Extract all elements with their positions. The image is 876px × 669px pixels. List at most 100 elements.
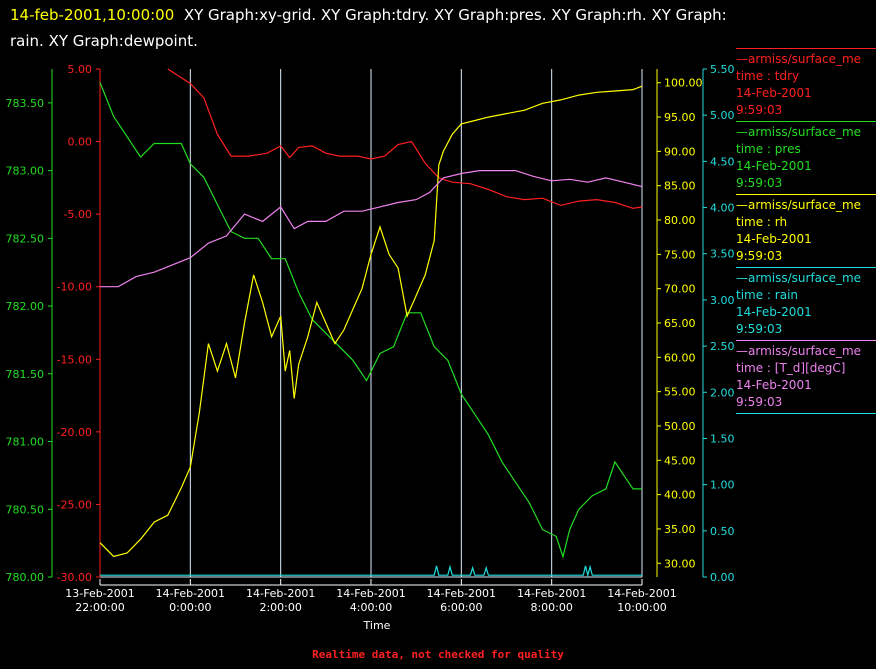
rain-axis-tick-label: 4.00 xyxy=(710,202,735,215)
x-tick-label: 14-Feb-2001 xyxy=(517,587,586,600)
x-tick-label: 14-Feb-2001 xyxy=(427,587,496,600)
x-tick-label: 8:00:00 xyxy=(530,601,572,614)
legend: —armiss/surface_me time : tdry 14-Feb-2001… xyxy=(736,48,876,416)
x-tick-label: 14-Feb-2001 xyxy=(607,587,676,600)
legend-text: time : pres xyxy=(736,142,801,156)
rh-axis-tick-label: 40.00 xyxy=(664,489,696,502)
rain-axis-tick-label: 3.00 xyxy=(710,294,735,307)
legend-text: time : rain xyxy=(736,288,799,302)
legend-text: —armiss/surface_me xyxy=(736,344,862,358)
pres-axis-tick-label: 782.00 xyxy=(6,300,45,313)
legend-separator xyxy=(736,413,876,414)
x-tick-label: 2:00:00 xyxy=(259,601,301,614)
rh-axis-tick-label: 85.00 xyxy=(664,180,696,193)
title-graph-list: XY Graph:xy-grid. XY Graph:tdry. XY Grap… xyxy=(183,6,727,24)
pres-axis-tick-label: 780.50 xyxy=(6,503,45,516)
tdry-axis-tick-label: -25.00 xyxy=(57,498,92,511)
pres-axis-tick-label: 783.00 xyxy=(6,165,45,178)
series-line-rain xyxy=(100,564,642,578)
x-tick-label: 14-Feb-2001 xyxy=(156,587,225,600)
rh-axis-tick-label: 45.00 xyxy=(664,454,696,467)
legend-text: time : [T_d][degC] xyxy=(736,361,846,375)
rain-axis-tick-label: 2.50 xyxy=(710,340,735,353)
legend-separator xyxy=(736,340,876,341)
legend-text: —armiss/surface_me xyxy=(736,52,862,66)
pres-axis-tick-label: 780.00 xyxy=(6,571,45,584)
title-timestamp: 14-feb-2001,10:00:00 xyxy=(10,6,175,24)
tdry-axis-tick-label: -30.00 xyxy=(57,571,92,584)
rh-axis-tick-label: 100.00 xyxy=(664,77,703,90)
legend-text: —armiss/surface_me xyxy=(736,198,862,212)
legend-text: 9:59:03 xyxy=(736,395,783,409)
legend-text: —armiss/surface_me xyxy=(736,271,862,285)
title-graph-list-cont: rain. XY Graph:dewpoint. xyxy=(10,32,198,50)
tdry-axis-tick-label: -5.00 xyxy=(64,208,92,221)
rh-axis-tick-label: 75.00 xyxy=(664,248,696,261)
legend-text: 9:59:03 xyxy=(736,322,783,336)
pres-axis-tick-label: 781.50 xyxy=(6,368,45,381)
tdry-axis-tick-label: 0.00 xyxy=(68,136,93,149)
series-line-rh xyxy=(99,85,643,558)
rh-axis-tick-label: 35.00 xyxy=(664,523,696,536)
legend-separator xyxy=(736,267,876,268)
rain-axis-tick-label: 5.00 xyxy=(710,109,735,122)
legend-text: 14-Feb-2001 xyxy=(736,86,812,100)
rh-axis-tick-label: 50.00 xyxy=(664,420,696,433)
tdry-axis-tick-label: 5.00 xyxy=(68,63,93,76)
rh-axis-tick-label: 60.00 xyxy=(664,351,696,364)
series-line-tdry xyxy=(167,68,643,209)
pres-axis-tick-label: 782.50 xyxy=(6,232,45,245)
rh-axis-tick-label: 90.00 xyxy=(664,145,696,158)
rain-axis-tick-label: 3.50 xyxy=(710,248,735,261)
legend-text: 14-Feb-2001 xyxy=(736,305,812,319)
tdry-axis-tick-label: -20.00 xyxy=(57,426,92,439)
rain-axis-tick-label: 4.50 xyxy=(710,155,735,168)
legend-text: time : rh xyxy=(736,215,788,229)
legend-text: 14-Feb-2001 xyxy=(736,232,812,246)
legend-text: —armiss/surface_me xyxy=(736,125,862,139)
rain-axis-tick-label: 5.50 xyxy=(710,63,735,76)
pres-axis-tick-label: 783.50 xyxy=(6,97,45,110)
chart-title: 14-feb-2001,10:00:00 XY Graph:xy-grid. X… xyxy=(10,2,870,54)
legend-text: time : tdry xyxy=(736,69,800,83)
legend-text: 14-Feb-2001 xyxy=(736,378,812,392)
x-tick-label: 14-Feb-2001 xyxy=(246,587,315,600)
series-line-pres xyxy=(99,82,642,559)
rh-axis-tick-label: 65.00 xyxy=(664,317,696,330)
x-tick-label: 14-Feb-2001 xyxy=(336,587,405,600)
legend-separator xyxy=(736,48,876,49)
rh-axis-tick-label: 80.00 xyxy=(664,214,696,227)
rain-axis-tick-label: 1.50 xyxy=(710,432,735,445)
rh-axis-tick-label: 55.00 xyxy=(664,386,696,399)
rh-axis-tick-label: 70.00 xyxy=(664,283,696,296)
legend-text: 14-Feb-2001 xyxy=(736,159,812,173)
series-line-tddegc xyxy=(100,170,643,288)
tdry-axis-tick-label: -10.00 xyxy=(57,281,92,294)
pres-axis-tick-label: 781.00 xyxy=(6,436,45,449)
x-tick-label: 0:00:00 xyxy=(169,601,211,614)
rain-axis-tick-label: 0.00 xyxy=(710,571,735,584)
x-tick-label: 10:00:00 xyxy=(617,601,666,614)
x-tick-label: 4:00:00 xyxy=(350,601,392,614)
quality-note: Realtime data, not checked for quality xyxy=(312,648,564,661)
x-tick-label: 13-Feb-2001 xyxy=(65,587,134,600)
x-axis-label: Time xyxy=(363,619,391,632)
rh-axis-tick-label: 30.00 xyxy=(664,557,696,570)
legend-separator xyxy=(736,121,876,122)
legend-text: 9:59:03 xyxy=(736,176,783,190)
legend-text: 9:59:03 xyxy=(736,103,783,117)
rh-axis-tick-label: 95.00 xyxy=(664,111,696,124)
rain-axis-tick-label: 0.50 xyxy=(710,525,735,538)
legend-separator xyxy=(736,194,876,195)
rain-axis-tick-label: 1.00 xyxy=(710,479,735,492)
x-tick-label: 6:00:00 xyxy=(440,601,482,614)
tdry-axis-tick-label: -15.00 xyxy=(57,353,92,366)
rain-axis-tick-label: 2.00 xyxy=(710,386,735,399)
legend-text: 9:59:03 xyxy=(736,249,783,263)
